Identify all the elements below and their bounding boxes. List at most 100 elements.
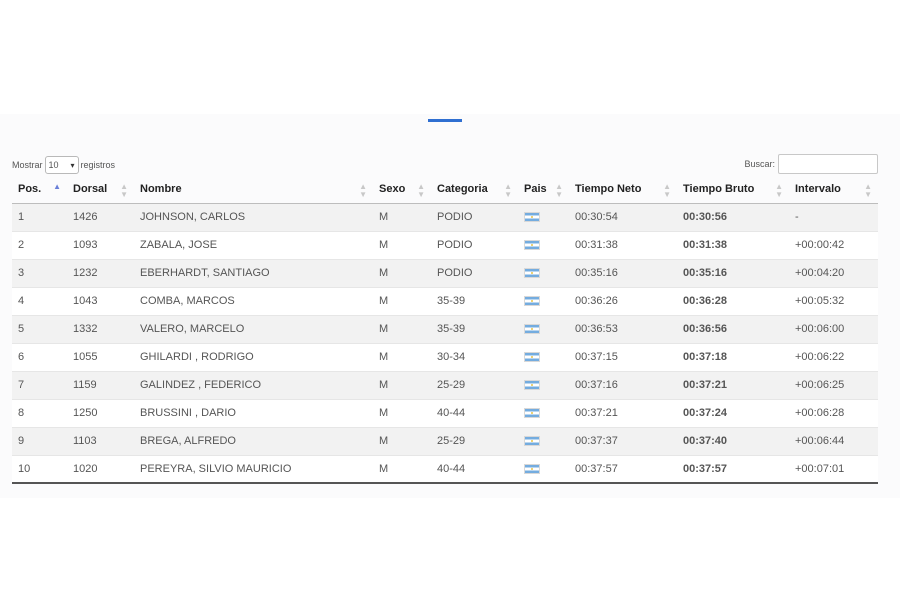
page-length-control: Mostrar 10 ▾ registros	[12, 155, 115, 175]
cell-tiempo-bruto: 00:30:56	[677, 202, 789, 231]
cell-tiempo-neto: 00:37:15	[569, 342, 677, 371]
cell-nombre: GALINDEZ , FEDERICO	[134, 370, 373, 399]
cell-intervalo: +00:06:22	[789, 342, 878, 371]
cell-pos: 5	[12, 314, 67, 343]
cell-intervalo: +00:06:00	[789, 314, 878, 343]
cell-categoria: 40-44	[431, 454, 518, 484]
cell-intervalo: +00:06:28	[789, 398, 878, 427]
cell-tiempo-neto: 00:31:38	[569, 230, 677, 259]
column-header-tiempo-bruto[interactable]: Tiempo Bruto ▲ ▼	[677, 175, 789, 204]
cell-tiempo-bruto: 00:31:38	[677, 230, 789, 259]
cell-pos: 1	[12, 202, 67, 231]
table-row: 9 1103 BREGA, ALFREDO M 25-29 00:37:37 0…	[12, 426, 878, 455]
results-table: Pos. ▲ Dorsal ▲ ▼ Nombre ▲ ▼ Sexo ▲ ▼ Categoria…	[12, 175, 878, 484]
argentina-flag-icon	[524, 268, 540, 279]
length-suffix-label: registros	[80, 160, 116, 170]
argentina-flag-icon	[524, 324, 540, 335]
cell-pos: 8	[12, 398, 67, 427]
cell-tiempo-bruto: 00:37:40	[677, 426, 789, 455]
table-row: 7 1159 GALINDEZ , FEDERICO M 25-29 00:37…	[12, 370, 878, 399]
cell-pais	[518, 398, 569, 427]
cell-tiempo-bruto: 00:37:57	[677, 454, 789, 484]
cell-intervalo: +00:07:01	[789, 454, 878, 484]
column-header-label: Tiempo Neto	[575, 182, 642, 195]
argentina-flag-icon	[524, 212, 540, 223]
cell-sexo: M	[373, 202, 431, 231]
cell-dorsal: 1250	[67, 398, 134, 427]
cell-tiempo-bruto: 00:36:56	[677, 314, 789, 343]
sort-icon: ▲ ▼	[359, 182, 367, 199]
cell-sexo: M	[373, 342, 431, 371]
active-tab-indicator[interactable]	[428, 119, 462, 122]
cell-intervalo: +00:05:32	[789, 286, 878, 315]
cell-pos: 9	[12, 426, 67, 455]
cell-categoria: 40-44	[431, 398, 518, 427]
cell-intervalo: +00:04:20	[789, 258, 878, 287]
cell-pais	[518, 342, 569, 371]
cell-tiempo-neto: 00:36:53	[569, 314, 677, 343]
cell-tiempo-neto: 00:37:37	[569, 426, 677, 455]
argentina-flag-icon	[524, 240, 540, 251]
argentina-flag-icon	[524, 463, 540, 474]
cell-tiempo-neto: 00:37:16	[569, 370, 677, 399]
cell-pos: 4	[12, 286, 67, 315]
table-row: 2 1093 ZABALA, JOSE M PODIO 00:31:38 00:…	[12, 230, 878, 259]
cell-nombre: GHILARDI , RODRIGO	[134, 342, 373, 371]
sort-asc-icon: ▲	[53, 182, 61, 191]
table-row: 4 1043 COMBA, MARCOS M 35-39 00:36:26 00…	[12, 286, 878, 315]
sort-icon: ▲ ▼	[775, 182, 783, 199]
column-header-label: Nombre	[140, 182, 182, 195]
cell-intervalo: -	[789, 202, 878, 231]
argentina-flag-icon	[524, 296, 540, 307]
cell-nombre: PEREYRA, SILVIO MAURICIO	[134, 454, 373, 484]
cell-nombre: BRUSSINI , DARIO	[134, 398, 373, 427]
page-length-value: 10	[48, 160, 59, 170]
column-header-pos[interactable]: Pos. ▲	[12, 175, 67, 204]
cell-sexo: M	[373, 258, 431, 287]
cell-categoria: 35-39	[431, 286, 518, 315]
cell-dorsal: 1159	[67, 370, 134, 399]
cell-categoria: 25-29	[431, 426, 518, 455]
column-header-nombre[interactable]: Nombre ▲ ▼	[134, 175, 373, 204]
cell-nombre: VALERO, MARCELO	[134, 314, 373, 343]
cell-dorsal: 1043	[67, 286, 134, 315]
column-header-label: Sexo	[379, 182, 406, 195]
search-input[interactable]	[778, 154, 878, 174]
column-header-pais[interactable]: Pais ▲ ▼	[518, 175, 569, 204]
sort-icon: ▲ ▼	[555, 182, 563, 199]
column-header-sexo[interactable]: Sexo ▲ ▼	[373, 175, 431, 204]
cell-sexo: M	[373, 314, 431, 343]
cell-nombre: EBERHARDT, SANTIAGO	[134, 258, 373, 287]
column-header-intervalo[interactable]: Intervalo ▲ ▼	[789, 175, 878, 204]
column-header-dorsal[interactable]: Dorsal ▲ ▼	[67, 175, 134, 204]
cell-dorsal: 1093	[67, 230, 134, 259]
table-row: 8 1250 BRUSSINI , DARIO M 40-44 00:37:21…	[12, 398, 878, 427]
column-header-tiempo-neto[interactable]: Tiempo Neto ▲ ▼	[569, 175, 677, 204]
cell-dorsal: 1232	[67, 258, 134, 287]
page-length-select[interactable]: 10 ▾	[44, 156, 79, 174]
argentina-flag-icon	[524, 352, 540, 363]
cell-categoria: 35-39	[431, 314, 518, 343]
cell-sexo: M	[373, 398, 431, 427]
cell-dorsal: 1426	[67, 202, 134, 231]
cell-pais	[518, 370, 569, 399]
cell-sexo: M	[373, 230, 431, 259]
cell-pais	[518, 454, 569, 484]
column-header-categoria[interactable]: Categoria ▲ ▼	[431, 175, 518, 204]
cell-dorsal: 1332	[67, 314, 134, 343]
cell-dorsal: 1055	[67, 342, 134, 371]
sort-icon: ▲ ▼	[504, 182, 512, 199]
cell-pais	[518, 258, 569, 287]
search-label: Buscar:	[744, 159, 775, 169]
cell-pos: 2	[12, 230, 67, 259]
cell-pais	[518, 426, 569, 455]
length-prefix-label: Mostrar	[12, 160, 43, 170]
cell-categoria: 30-34	[431, 342, 518, 371]
column-header-label: Tiempo Bruto	[683, 182, 755, 195]
cell-nombre: ZABALA, JOSE	[134, 230, 373, 259]
cell-pais	[518, 286, 569, 315]
cell-dorsal: 1103	[67, 426, 134, 455]
table-row: 6 1055 GHILARDI , RODRIGO M 30-34 00:37:…	[12, 342, 878, 371]
column-header-label: Dorsal	[73, 182, 108, 195]
cell-tiempo-bruto: 00:37:21	[677, 370, 789, 399]
